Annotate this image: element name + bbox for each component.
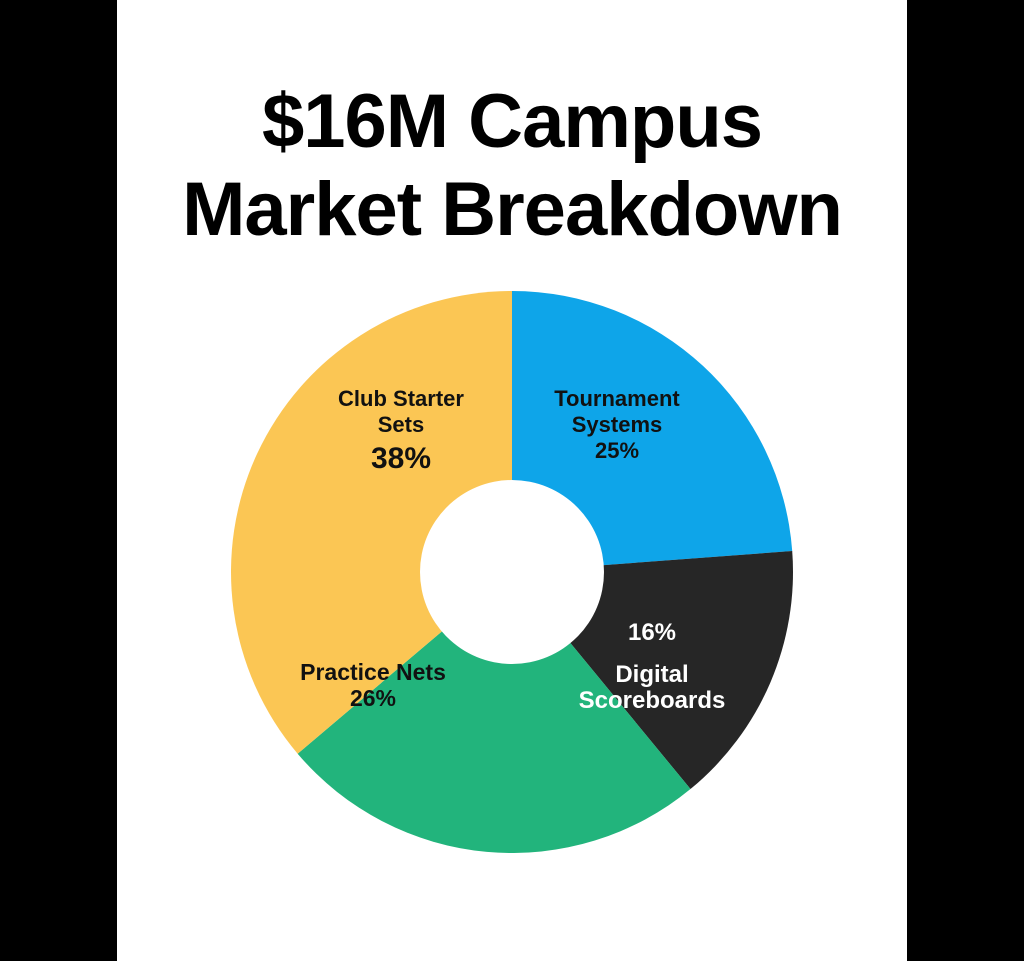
slice-tournament-systems <box>512 291 793 572</box>
slice-value-label: 26% <box>350 685 396 711</box>
slice-value-label: 16% <box>628 619 676 646</box>
slice-value-label: 25% <box>595 438 639 463</box>
slice-category-label: Digital <box>615 661 688 688</box>
donut-slices <box>231 291 793 853</box>
slice-category-label: Tournament <box>554 386 680 411</box>
slide-panel: $16M Campus Market Breakdown Tournament S… <box>117 0 907 961</box>
slice-category-label: Club Starter <box>338 386 464 411</box>
slice-category-label: Sets <box>378 412 424 437</box>
chart-title-line-1: $16M Campus <box>261 79 763 164</box>
slice-category-label: Scoreboards <box>579 687 726 714</box>
slice-value-label: 38% <box>371 442 431 475</box>
slice-practice-nets <box>297 572 691 853</box>
chart-title-line-2: Market Breakdown <box>182 167 843 252</box>
donut-hole <box>420 480 604 664</box>
chart-title: $16M Campus Market Breakdown <box>117 78 907 254</box>
slice-category-label: Practice Nets <box>300 659 446 685</box>
slice-category-label: Systems <box>572 412 663 437</box>
slice-club-starter-sets <box>231 291 512 754</box>
